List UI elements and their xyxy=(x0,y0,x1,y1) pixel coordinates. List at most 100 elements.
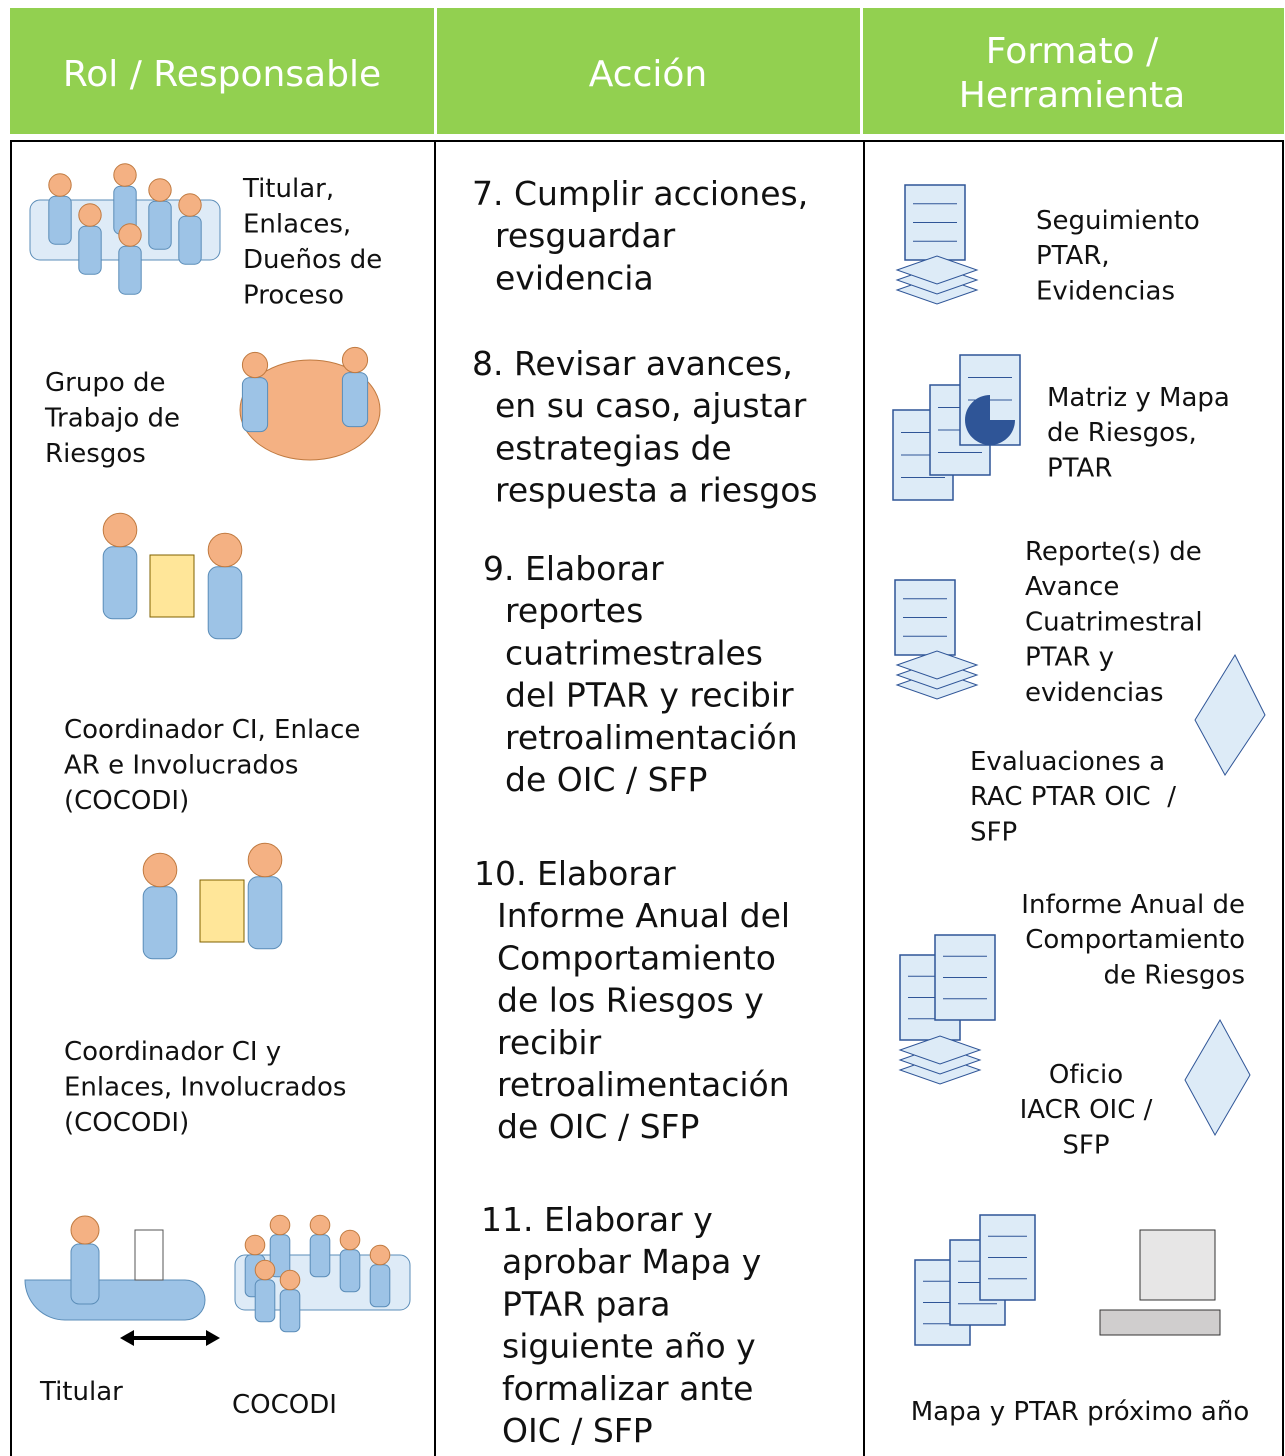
person-body xyxy=(339,1249,361,1293)
format-text: IACR OIC / xyxy=(1020,1095,1153,1125)
person-head xyxy=(269,1214,291,1236)
pie xyxy=(965,395,1015,445)
header-cell xyxy=(437,8,860,134)
action-text: formalizar ante xyxy=(502,1369,753,1408)
paper-stack xyxy=(895,255,979,285)
role-text: Coordinador CI y xyxy=(64,1037,281,1067)
monitor xyxy=(134,1229,164,1281)
format-text: Evidencias xyxy=(1036,276,1175,306)
role-text: Titular, xyxy=(242,174,334,204)
person-body xyxy=(279,1289,301,1333)
action-text: del PTAR y recibir xyxy=(505,676,794,715)
person-body xyxy=(241,377,269,433)
format-text: Informe Anual de xyxy=(1021,890,1245,920)
header-text: Rol / Responsable xyxy=(63,54,381,95)
person-head xyxy=(102,512,138,548)
format-text: Cuatrimestral xyxy=(1025,607,1203,637)
paper-stack xyxy=(898,1035,982,1065)
person-head xyxy=(309,1214,331,1236)
action-text: 10. Elaborar xyxy=(474,854,676,893)
format-text: PTAR, xyxy=(1036,241,1110,271)
header-text: Herramienta xyxy=(959,75,1185,116)
person-body xyxy=(178,215,202,265)
format-text: SFP xyxy=(1062,1130,1109,1160)
format-text: Comportamiento xyxy=(1025,925,1245,955)
person-head xyxy=(279,1269,301,1291)
format-text: Mapa y PTAR próximo año xyxy=(911,1397,1250,1427)
person-body xyxy=(341,372,369,428)
format-text: Evaluaciones a xyxy=(970,747,1165,777)
role-text: Riesgos xyxy=(45,439,146,469)
action-text: retroalimentación xyxy=(505,718,798,757)
person-head xyxy=(207,532,243,568)
role-text: Coordinador CI, Enlace xyxy=(64,715,360,745)
computer xyxy=(1139,1229,1216,1301)
person-head xyxy=(78,203,102,227)
person-head xyxy=(148,178,172,202)
person-body xyxy=(247,876,283,950)
person-body xyxy=(254,1279,276,1323)
role-text: Grupo de xyxy=(45,368,166,398)
action-text: respuesta a riesgos xyxy=(495,471,818,510)
person-head xyxy=(341,346,369,374)
role-text: Enlaces, Involucrados xyxy=(64,1073,346,1103)
action-text: de OIC / SFP xyxy=(505,760,707,799)
format-text: de Riesgos, xyxy=(1047,418,1197,448)
person-head xyxy=(70,1215,100,1245)
person-head xyxy=(369,1244,391,1266)
format-text: Oficio xyxy=(1049,1060,1123,1090)
action-text: cuatrimestrales xyxy=(505,633,763,672)
clipboard xyxy=(149,554,195,618)
role-text: Trabajo de xyxy=(44,404,180,434)
person-head xyxy=(244,1234,266,1256)
role-text: Proceso xyxy=(243,281,344,311)
person-body xyxy=(48,195,72,245)
action-text: aprobar Mapa y xyxy=(502,1242,761,1281)
header-text: Formato / xyxy=(986,31,1159,72)
action-text: Comportamiento xyxy=(497,938,776,977)
role-text: AR e Involucrados xyxy=(64,751,298,781)
role-text: Titular xyxy=(39,1377,123,1407)
role-text: (COCODI) xyxy=(64,1108,189,1138)
action-text: OIC / SFP xyxy=(502,1411,653,1450)
person-head xyxy=(339,1229,361,1251)
person-body xyxy=(148,200,172,250)
action-text: reportes xyxy=(505,591,643,630)
person-head xyxy=(113,163,137,187)
action-text: resguardar xyxy=(495,216,676,255)
action-text: siguiente año y xyxy=(502,1327,756,1366)
format-text: de Riesgos xyxy=(1103,960,1245,990)
desk xyxy=(24,1279,206,1321)
action-text: Informe Anual del xyxy=(497,896,790,935)
action-text: retroalimentación xyxy=(497,1065,790,1104)
action-text: PTAR para xyxy=(502,1284,670,1323)
action-text: 11. Elaborar y xyxy=(481,1200,713,1239)
person-head xyxy=(247,842,283,878)
header-cell xyxy=(863,8,1284,134)
header-text: Acción xyxy=(589,54,707,95)
paper-stack xyxy=(895,650,979,680)
role-text: Dueños de xyxy=(243,245,382,275)
format-text: Matriz y Mapa xyxy=(1047,383,1230,413)
action-text: 8. Revisar avances, xyxy=(472,344,793,383)
action-text: 7. Cumplir acciones, xyxy=(472,174,808,213)
person-body xyxy=(142,886,178,960)
clipboard xyxy=(199,879,245,943)
format-text: RAC PTAR OIC / xyxy=(970,782,1176,812)
action-text: 9. Elaborar xyxy=(483,549,664,588)
format-text: PTAR y xyxy=(1025,643,1114,673)
keyboard xyxy=(1099,1309,1221,1336)
person-head xyxy=(118,223,142,247)
person-body xyxy=(207,566,243,640)
person-head xyxy=(254,1259,276,1281)
action-text: evidencia xyxy=(495,258,654,297)
person-body xyxy=(118,245,142,295)
person-head xyxy=(178,193,202,217)
action-text: de los Riesgos y xyxy=(497,981,764,1020)
action-text: en su caso, ajustar xyxy=(495,386,807,425)
person-body xyxy=(309,1234,331,1278)
person-body xyxy=(70,1243,100,1305)
person-head xyxy=(142,852,178,888)
role-text: Enlaces, xyxy=(243,210,351,240)
